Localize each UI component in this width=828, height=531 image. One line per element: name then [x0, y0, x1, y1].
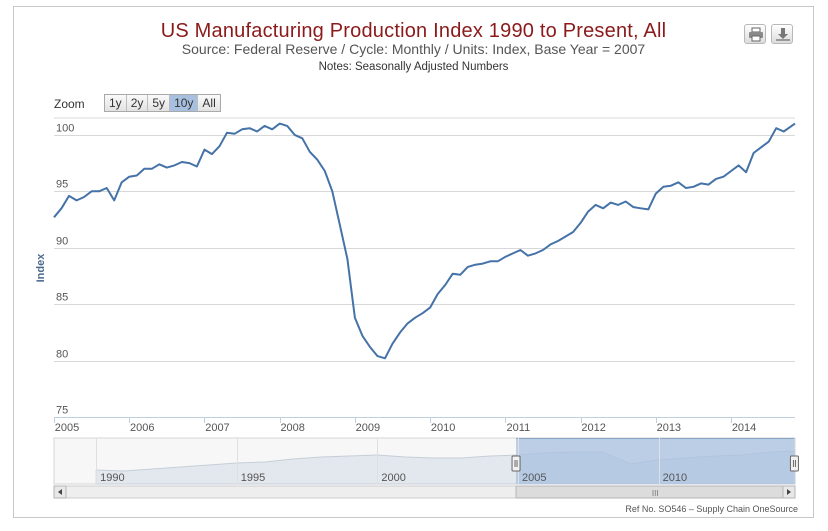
- navigator-label: 2005: [522, 472, 546, 484]
- chart-title: US Manufacturing Production Index 1990 t…: [160, 20, 667, 42]
- x-tick-label: 2010: [431, 422, 455, 434]
- x-tick-label: 2007: [205, 422, 229, 434]
- zoom-button-2y[interactable]: 2y: [127, 95, 149, 111]
- chart-subtitle: Source: Federal Reserve / Cycle: Monthly…: [181, 41, 646, 57]
- scrollbar-grip: III: [652, 489, 659, 498]
- navigator-handle-right[interactable]: [789, 455, 799, 472]
- y-tick-label: 75: [56, 405, 68, 417]
- chevron-right-icon: [787, 489, 791, 495]
- x-tick-label: 2013: [657, 422, 681, 434]
- x-tick-label: 2005: [55, 422, 79, 434]
- zoom-button-10y[interactable]: 10y: [170, 95, 199, 111]
- scroll-left-button[interactable]: [53, 485, 67, 499]
- chart-container: [13, 6, 814, 518]
- series-line: [53, 122, 796, 360]
- zoom-button-1y[interactable]: 1y: [105, 95, 127, 111]
- y-tick-label: 85: [56, 292, 68, 304]
- printer-icon: [749, 27, 763, 42]
- y-axis-title: Index: [35, 253, 47, 283]
- navigator-handle-left[interactable]: [511, 455, 521, 472]
- export-button[interactable]: [771, 24, 793, 44]
- zoom-button-group: 1y 2y 5y 10y All: [104, 94, 221, 112]
- print-button[interactable]: [744, 24, 766, 44]
- x-tick-label: 2006: [130, 422, 154, 434]
- download-icon: [776, 28, 790, 41]
- x-tick-label: 2012: [581, 422, 605, 434]
- navigator-label: 1995: [241, 472, 265, 484]
- x-tick-label: 2009: [356, 422, 380, 434]
- navigator-selection: [516, 438, 795, 484]
- y-tick-label: 80: [56, 349, 68, 361]
- handle-body: [511, 455, 521, 472]
- zoom-button-5y[interactable]: 5y: [148, 95, 171, 111]
- handle-body: [789, 455, 799, 472]
- zoom-label: Zoom: [54, 97, 85, 111]
- x-tick-label: 2008: [280, 422, 304, 434]
- x-tick-label: 2014: [732, 422, 756, 434]
- y-tick-label: 100: [56, 123, 74, 135]
- scroll-right-button[interactable]: [782, 485, 796, 499]
- chart-notes: Notes: Seasonally Adjusted Numbers: [318, 61, 509, 73]
- zoom-button-All[interactable]: All: [202, 96, 216, 110]
- x-tick-label: 2011: [507, 422, 531, 434]
- navigator-label: 2000: [381, 472, 405, 484]
- navigator-label: 1990: [100, 472, 124, 484]
- y-tick-label: 90: [56, 236, 68, 248]
- chevron-left-icon: [58, 489, 62, 495]
- navigator-label: 2010: [663, 472, 687, 484]
- reference-note: Ref No. SO546 – Supply Chain OneSource: [625, 504, 798, 514]
- y-tick-label: 95: [56, 179, 68, 191]
